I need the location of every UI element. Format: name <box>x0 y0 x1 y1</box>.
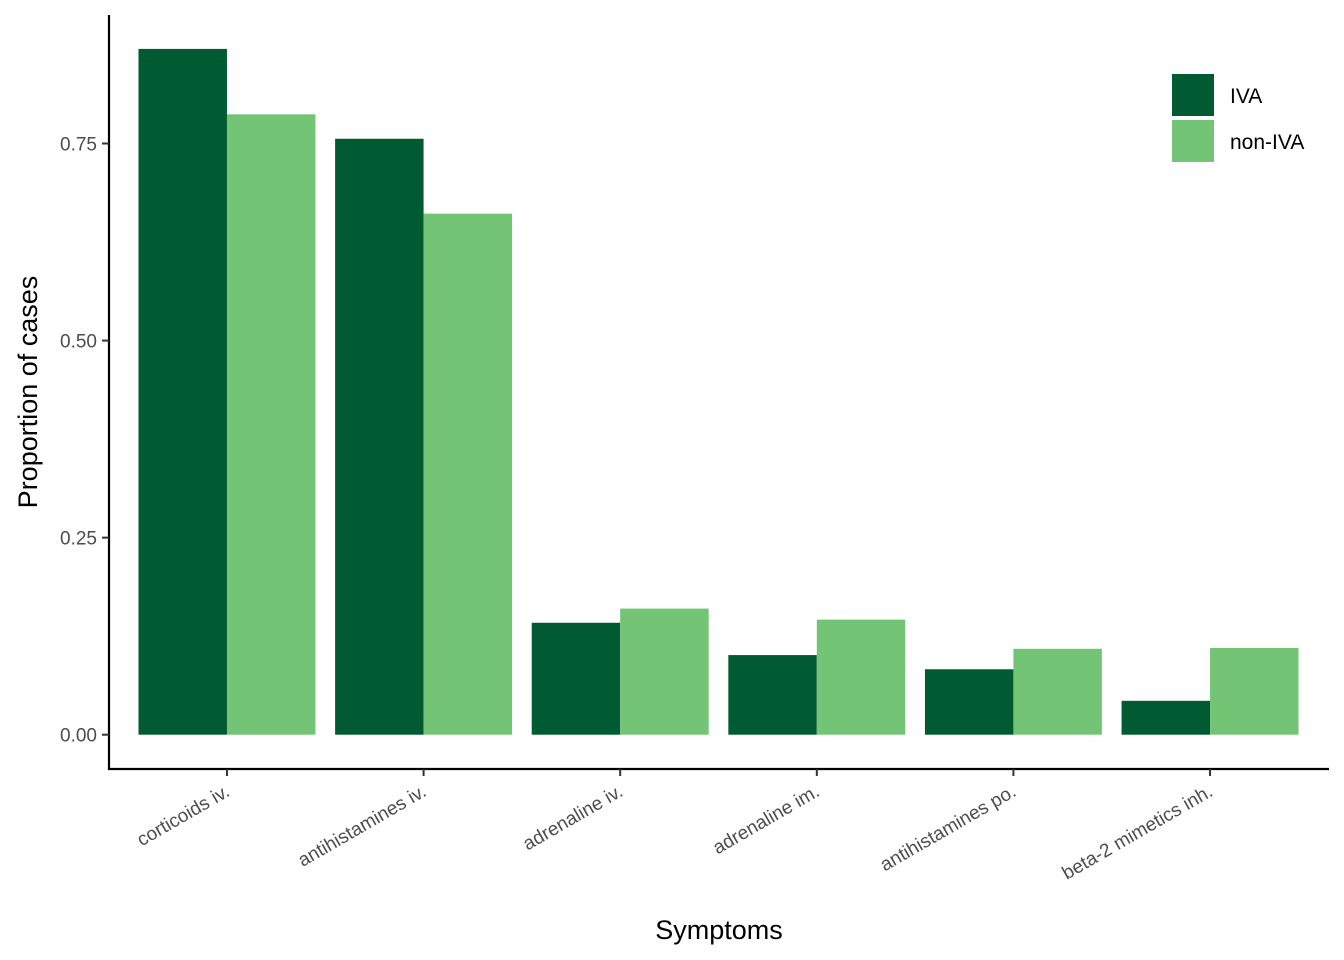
x-tick-label: adrenaline im. <box>709 781 823 859</box>
bar-iva-4 <box>924 669 1014 735</box>
bar-iva-5 <box>1121 700 1211 735</box>
bar-iva-0 <box>138 48 227 735</box>
x-tick-label: adrenaline iv. <box>520 781 627 855</box>
bar-non-iva-3 <box>816 619 906 735</box>
legend-label-iva: IVA <box>1230 85 1262 108</box>
legend-label-non-iva: non-IVA <box>1230 131 1304 154</box>
bars-group <box>138 48 1299 735</box>
bar-iva-2 <box>531 622 621 735</box>
legend-key-iva <box>1172 74 1214 116</box>
axes-group <box>107 15 1329 771</box>
x-ticks-group: corticoids iv. antihistamines iv. adrenali… <box>134 769 1217 884</box>
y-tick-label: 0.50 <box>60 332 97 353</box>
bar-non-iva-1 <box>423 213 513 735</box>
bar-iva-1 <box>335 138 424 735</box>
x-tick-label: antihistamines iv. <box>295 781 430 871</box>
x-tick-label: corticoids iv. <box>134 781 234 851</box>
bar-non-iva-2 <box>620 608 709 735</box>
y-axis-title: Proportion of cases <box>13 276 43 509</box>
x-axis-title: Symptoms <box>655 915 783 945</box>
bar-iva-3 <box>728 655 817 735</box>
bar-non-iva-0 <box>226 114 316 735</box>
y-tick-label: 0.00 <box>60 726 97 747</box>
bar-non-iva-4 <box>1013 648 1102 735</box>
y-tick-label: 0.25 <box>60 529 97 550</box>
x-tick-label: antihistamines po. <box>877 781 1020 876</box>
legend: IVA non-IVA <box>1172 74 1304 162</box>
bar-non-iva-5 <box>1210 648 1299 735</box>
y-ticks-group: 0.00 0.25 0.50 0.75 <box>60 134 109 747</box>
legend-key-non-iva <box>1172 120 1214 162</box>
x-tick-label: beta-2 mimetics inh. <box>1059 781 1217 884</box>
y-tick-label: 0.75 <box>60 134 97 155</box>
